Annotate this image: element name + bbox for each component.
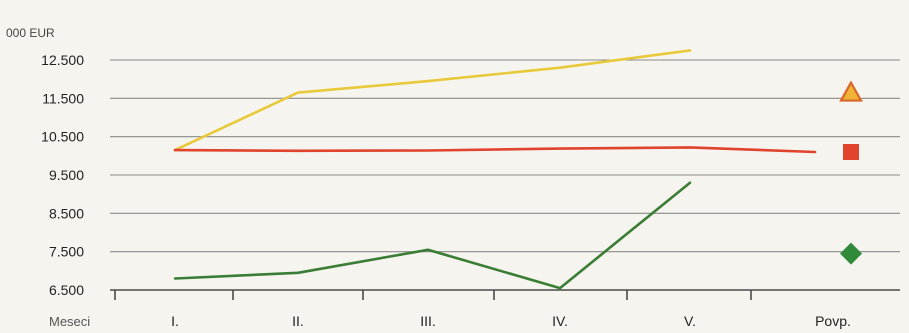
series-lines [173, 49, 817, 290]
y-tick-label: 11.500 [42, 90, 84, 106]
x-ticks [114, 290, 752, 300]
x-tick-label: Povp. [815, 313, 851, 329]
x-tick-label: I. [171, 313, 179, 329]
x-tick-label: IV. [552, 313, 568, 329]
x-tick-label: V. [684, 313, 696, 329]
y-tick-label: 10.500 [41, 129, 84, 145]
x-tick-labels: I. II. III. IV. V. Povp. [171, 313, 851, 329]
y-tick-labels: 12.500 11.500 10.500 9.500 8.500 7.500 6.500 [41, 52, 84, 298]
y-tick-label: 9.500 [49, 167, 84, 183]
average-marker-diamond [840, 242, 862, 265]
y-unit-label: 000 EUR [6, 26, 55, 40]
gridlines [110, 59, 900, 253]
y-tick-label: 12.500 [41, 52, 84, 68]
x-tick-label: III. [420, 313, 436, 329]
y-tick-label: 8.500 [49, 205, 84, 221]
series-line [173, 146, 817, 154]
average-marker-square [843, 144, 859, 160]
average-markers [839, 80, 863, 265]
y-tick-label: 6.500 [49, 282, 84, 298]
x-axis-title: Meseci [49, 314, 90, 329]
series-line [173, 181, 692, 290]
series-line [173, 49, 692, 152]
y-tick-label: 7.500 [49, 244, 84, 260]
x-tick-label: II. [292, 313, 304, 329]
average-marker-triangle [839, 80, 863, 102]
